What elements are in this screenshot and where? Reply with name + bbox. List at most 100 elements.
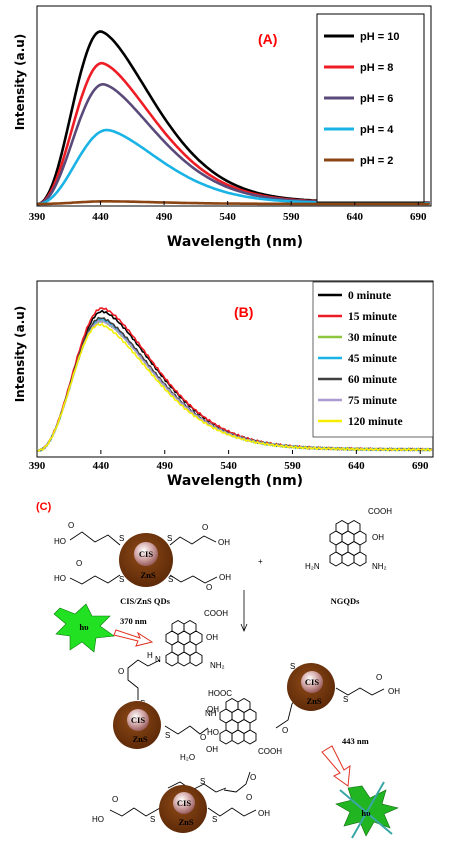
emission-arrow — [321, 745, 351, 787]
water-label: H₂O — [180, 753, 195, 762]
o-label-10: O — [112, 795, 118, 804]
s-label-8: S — [343, 695, 348, 704]
x-tick-label: 590 — [284, 460, 301, 472]
n-label-1: N — [155, 655, 161, 664]
x-tick-label: 540 — [219, 211, 236, 223]
excitation-burst: hυ — [53, 603, 115, 653]
qd-shell-label: ZnS — [140, 570, 155, 580]
oh-label-7: OH — [388, 687, 400, 696]
legend-box-b — [312, 281, 434, 438]
ho-label-1: HO — [54, 537, 66, 546]
chart-b: 390 440 490 540 590 640 690 (B) Wavelength (nm… — [13, 280, 434, 489]
cooh-label-3: COOH — [258, 747, 282, 756]
ngqd-name: NGQDs — [331, 596, 361, 606]
series-lines-b — [36, 307, 433, 452]
x-tick-label: 540 — [220, 460, 237, 472]
oh-label-5: OH — [207, 705, 219, 714]
x-tick-label: 690 — [412, 460, 429, 472]
nh2-label-1: NH₂ — [372, 562, 387, 571]
legend-entry: pH = 6 — [360, 93, 393, 105]
legend-entry: 15 minute — [348, 311, 397, 323]
o-label-1: O — [68, 521, 74, 530]
x-axis-title-a: Wavelength (nm) — [167, 234, 303, 250]
x-tick-label: 490 — [156, 211, 173, 223]
legend-b: 0 minute 15 minute 30 minute 45 minute 60 mi… — [312, 281, 434, 438]
y-axis-title-b: Intensity (a.u) — [13, 306, 27, 403]
cis-zns-qd-bottom: CIS ZnS S S S HO O OH O — [92, 777, 270, 833]
panel-label-c: (C) — [36, 501, 52, 513]
cooh-label-2: COOH — [204, 609, 228, 618]
legend-entry: 45 minute — [348, 353, 397, 365]
cis-zns-qd-middle: CIS ZnS S NH O — [113, 701, 217, 749]
excitation-wavelength: 370 nm — [120, 616, 147, 626]
legend-entry: 75 minute — [348, 395, 397, 407]
ngqd-top: COOH OH NH₂ H₂N NGQDs — [305, 507, 392, 606]
s-label-6: S — [165, 731, 170, 740]
cis-zns-qd-top: CIS ZnS S S S S HO O HO O OH O OH O CIS/… — [54, 521, 231, 606]
emission-wavelength: 443 nm — [342, 736, 369, 746]
x-axis-title-b: Wavelength (nm) — [167, 473, 303, 489]
legend-entry: 60 minute — [348, 374, 397, 386]
ho-label-4: HO — [92, 815, 104, 824]
legend-entry: pH = 4 — [360, 124, 394, 136]
x-ticks-a: 390 440 490 540 590 640 690 — [29, 201, 427, 223]
x-tick-label: 390 — [29, 211, 46, 223]
o-label-2: O — [76, 559, 82, 568]
oh-label-2: OH — [219, 573, 231, 582]
oh-label-8: OH — [258, 809, 270, 818]
nh2-label-2: NH₂ — [210, 661, 225, 670]
legend-a: pH = 10 pH = 8 pH = 6 pH = 4 pH = 2 — [316, 13, 425, 203]
oh-label-6: OH — [206, 745, 218, 754]
x-tick-label: 440 — [92, 211, 109, 223]
s-label-7: S — [290, 662, 295, 671]
emission-burst: hυ — [335, 781, 399, 839]
x-tick-label: 390 — [29, 460, 46, 472]
legend-entry: pH = 10 — [360, 31, 399, 43]
cooh-label-1: COOH — [368, 507, 392, 516]
x-ticks-b: 390 440 490 540 590 640 690 — [29, 450, 429, 472]
legend-entry: 120 minute — [348, 416, 403, 428]
s-label-9: S — [200, 777, 205, 786]
panel-label-a: (A) — [258, 31, 277, 47]
series-line-7 — [36, 322, 433, 452]
qd-name: CIS/ZnS QDs — [120, 596, 171, 606]
h2n-label-1: H₂N — [305, 562, 320, 571]
qd-core-label-4: CIS — [177, 798, 191, 808]
legend-entry: 30 minute — [348, 332, 397, 344]
chart-a: 390 440 490 540 590 640 690 (A) Wavelength (nm… — [13, 5, 432, 250]
hv-label-out: hυ — [361, 808, 371, 818]
y-axis-title-a: Intensity (a.u) — [13, 34, 27, 131]
hv-label-in: hυ — [79, 622, 89, 632]
qd-shell-label-3: ZnS — [306, 696, 321, 706]
cis-zns-qd-right: CIS ZnS S S OH O — [287, 662, 400, 711]
x-tick-label: 490 — [156, 460, 173, 472]
oh-label-1: OH — [218, 538, 230, 547]
x-tick-label: 590 — [283, 211, 300, 223]
legend-entry: pH = 2 — [360, 155, 393, 167]
x-tick-label: 640 — [346, 211, 363, 223]
o-label-7: O — [282, 726, 288, 735]
o-label-6: O — [200, 733, 206, 742]
s-label-11: S — [212, 815, 217, 824]
o-label-4: O — [206, 583, 212, 592]
s-label-1: S — [119, 534, 124, 543]
nh-label-1: NH — [205, 709, 217, 718]
legend-entry: 0 minute — [348, 290, 391, 302]
x-tick-label: 690 — [410, 211, 427, 223]
hooc-label-1: HOOC — [208, 689, 232, 698]
qd-core-label-3: CIS — [305, 677, 319, 687]
o-label-9: O — [376, 673, 382, 682]
oh-label-4: OH — [206, 633, 218, 642]
ngqd-central: HOOC OH HO OH COOH O O H₂O — [180, 689, 301, 793]
qd-shell-label-4: ZnS — [178, 817, 193, 827]
o-label-3: O — [202, 523, 208, 532]
s-label-2: S — [119, 575, 124, 584]
o-label-8: O — [250, 773, 256, 782]
o-label-11: O — [246, 793, 252, 802]
series-line-5 — [37, 200, 430, 206]
qd-core-label: CIS — [139, 549, 153, 559]
ho-label-2: HO — [54, 574, 66, 583]
ho-label-3: HO — [207, 728, 219, 737]
h-label-1: H — [147, 651, 153, 660]
s-label-4: S — [168, 575, 173, 584]
